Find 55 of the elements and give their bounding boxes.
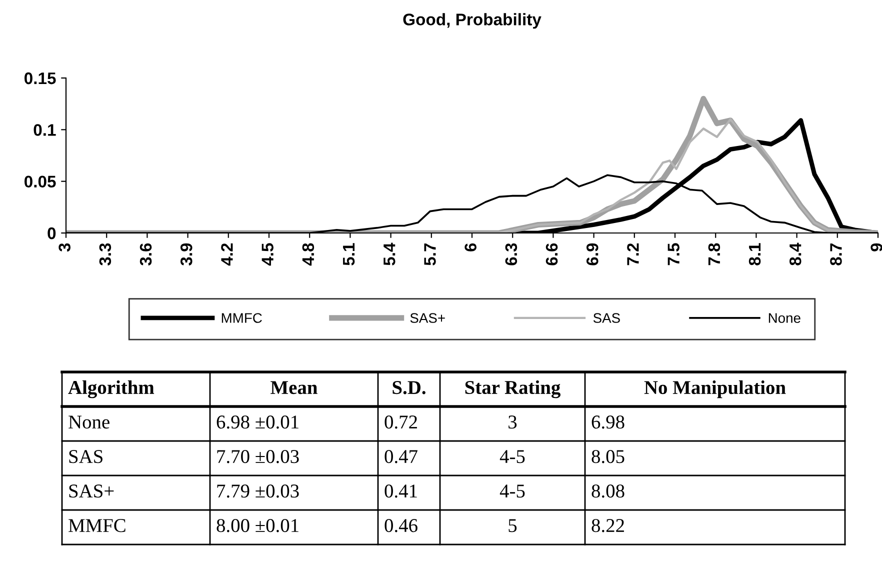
text: No Manipulation (644, 380, 786, 398)
x-tick-label: 3 (58, 243, 70, 252)
y-tick-label: 0 (48, 227, 56, 240)
chart-title: Good, Probability (403, 13, 542, 29)
x-tick-label: 7.8 (708, 243, 720, 266)
x-tick-label: 5.7 (424, 243, 436, 266)
x-tick-label: 4.5 (262, 243, 274, 266)
text: 0.41 (384, 484, 417, 498)
text: 8.05 (592, 450, 624, 464)
x-tick-label: 3.3 (99, 243, 112, 266)
x-tick-label: 7.2 (627, 243, 639, 266)
x-tick-label: 6.3 (505, 243, 518, 266)
text: 0.72 (384, 415, 417, 429)
text: S.D. (392, 381, 426, 394)
text: SAS+ (69, 484, 114, 498)
legend-label: None (768, 313, 800, 323)
x-tick-label: 6.9 (586, 243, 598, 266)
x-tick-label: 8.4 (789, 242, 802, 266)
text: 8.00 ±0.01 (216, 518, 298, 532)
x-tick-label: 5.4 (384, 242, 396, 266)
text: 5 (508, 519, 517, 532)
legend-label: SAS (593, 313, 620, 323)
text: 8.08 (592, 484, 624, 498)
x-tick-label: 4.2 (221, 243, 233, 266)
x-tick-label: 3.9 (180, 243, 192, 266)
x-tick-label: 6 (464, 243, 476, 252)
y-tick-label: 0.1 (34, 124, 56, 136)
x-tick-label: 8.1 (748, 243, 761, 266)
text: 3 (508, 416, 517, 429)
legend-label: MMFC (222, 313, 262, 323)
y-tick-label: 0.15 (24, 72, 56, 84)
text: 6.98 ±0.01 (216, 415, 298, 429)
x-tick-label: 3.6 (140, 243, 152, 266)
y-tick-label: 0.05 (24, 176, 56, 188)
text: 6.98 (592, 415, 624, 429)
text: 4-5 (500, 484, 525, 498)
text: 4-5 (500, 450, 525, 464)
x-tick-label: 4.8 (302, 243, 314, 266)
text: 0.47 (384, 450, 418, 464)
text: Star Rating (465, 380, 560, 398)
text: MMFC (68, 519, 126, 532)
x-tick-label: 9 (870, 243, 882, 252)
x-tick-label: 6.6 (546, 243, 558, 266)
text: 7.70 ±0.03 (217, 450, 299, 464)
text: Algorithm (68, 380, 154, 398)
legend-label: SAS+ (410, 313, 445, 323)
text: SAS (69, 450, 102, 464)
text: 8.22 (592, 518, 624, 532)
text: None (68, 416, 110, 429)
text: 7.79 ±0.03 (217, 484, 299, 498)
text: 0.46 (384, 518, 418, 532)
x-tick-label: 8.7 (830, 243, 842, 266)
text: Mean (270, 381, 318, 394)
x-tick-label: 5.1 (343, 243, 355, 266)
x-tick-label: 7.5 (668, 243, 680, 266)
